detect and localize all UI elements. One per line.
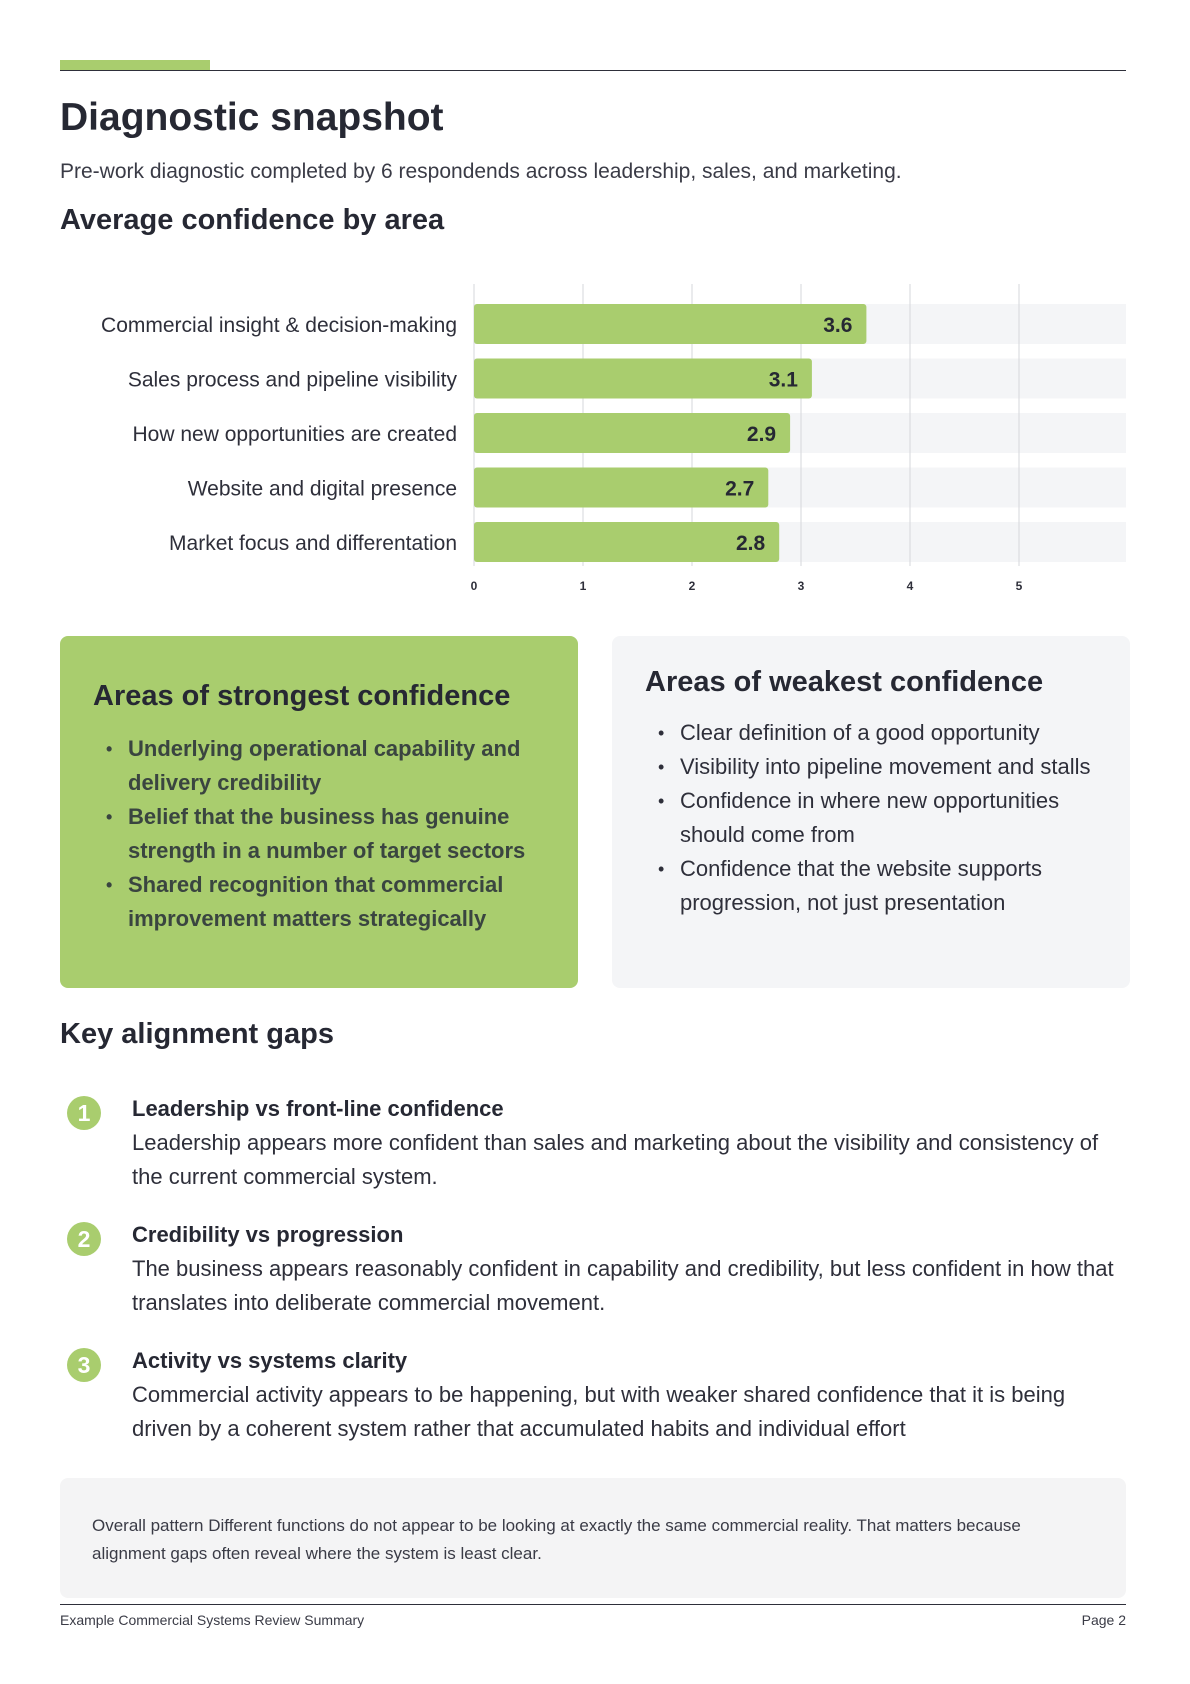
- bar: [474, 358, 812, 399]
- gap-text: The business appears reasonably confiden…: [132, 1256, 1114, 1315]
- footer-document-title: Example Commercial Systems Review Summar…: [60, 1612, 365, 1628]
- weakest-item: Visibility into pipeline movement and st…: [658, 750, 1100, 784]
- tick-label: 5: [1016, 579, 1023, 593]
- gap-item-2: 2 Credibility vs progression The busines…: [60, 1218, 1130, 1328]
- tick-label: 2: [689, 579, 696, 593]
- data-label: 3.1: [769, 369, 799, 392]
- strongest-heading: Areas of strongest confidence: [93, 680, 511, 712]
- strongest-list: Underlying operational capability and de…: [93, 732, 548, 936]
- page-subtitle: Pre-work diagnostic completed by 6 respo…: [60, 160, 902, 183]
- weakest-confidence-card: Areas of weakest confidence Clear defini…: [612, 636, 1130, 988]
- gaps-heading: Key alignment gaps: [60, 1018, 334, 1050]
- bar: [474, 413, 791, 453]
- gap-text: Commercial activity appears to be happen…: [132, 1382, 1066, 1441]
- strongest-item: Shared recognition that commercial impro…: [106, 868, 548, 936]
- data-label: 3.6: [823, 314, 852, 337]
- data-label: 2.8: [736, 532, 766, 555]
- weakest-list: Clear definition of a good opportunity V…: [645, 716, 1100, 920]
- category-label: Commercial insight & decision-making: [101, 314, 457, 337]
- bar: [474, 467, 769, 508]
- gap-text: Leadership appears more confident than s…: [132, 1130, 1099, 1189]
- category-label: Sales process and pipeline visibility: [128, 369, 458, 392]
- category-label: How new opportunities are created: [132, 423, 457, 446]
- overall-pattern-box: Overall pattern Different functions do n…: [60, 1478, 1126, 1598]
- header-rule: [60, 70, 1126, 71]
- chart-heading: Average confidence by area: [60, 204, 445, 236]
- gap-title: Activity vs systems clarity: [132, 1348, 408, 1373]
- tick-label: 4: [907, 579, 914, 593]
- chart-canvas: Commercial insight & decision-making 3.6 S…: [101, 284, 1126, 593]
- bar: [474, 522, 780, 562]
- footer-rule: [60, 1604, 1126, 1605]
- data-label: 2.7: [725, 478, 754, 501]
- number-badge-icon: 1: [67, 1096, 101, 1130]
- strongest-confidence-card: Areas of strongest confidence Underlying…: [60, 636, 578, 988]
- bar: [474, 304, 867, 344]
- gap-item-1: 1 Leadership vs front-line confidence Le…: [60, 1092, 1130, 1202]
- gap-item-3: 3 Activity vs systems clarity Commercial…: [60, 1344, 1130, 1454]
- number-badge-icon: 2: [67, 1222, 101, 1256]
- category-label: Market focus and differentation: [169, 532, 457, 555]
- tick-label: 1: [580, 579, 587, 593]
- weakest-heading: Areas of weakest confidence: [645, 666, 1044, 698]
- gap-title: Credibility vs progression: [132, 1222, 404, 1247]
- number-badge-icon: 3: [67, 1348, 101, 1382]
- weakest-item: Clear definition of a good opportunity: [658, 716, 1100, 750]
- page-title: Diagnostic snapshot: [60, 96, 444, 139]
- header-accent-bar: [60, 60, 210, 70]
- category-label: Website and digital presence: [188, 478, 457, 501]
- overall-pattern-text: Overall pattern Different functions do n…: [92, 1516, 1021, 1563]
- footer-page-number: Page 2: [1081, 1612, 1126, 1628]
- gap-title: Leadership vs front-line confidence: [132, 1096, 504, 1121]
- data-label: 2.9: [747, 423, 776, 446]
- tick-label: 0: [471, 579, 478, 593]
- strongest-item: Underlying operational capability and de…: [106, 732, 548, 800]
- weakest-item: Confidence that the website supports pro…: [658, 852, 1100, 920]
- confidence-bar-chart: Commercial insight & decision-making 3.6 S…: [0, 280, 1190, 600]
- weakest-item: Confidence in where new opportunities sh…: [658, 784, 1100, 852]
- tick-label: 3: [798, 579, 805, 593]
- strongest-item: Belief that the business has genuine str…: [106, 800, 548, 868]
